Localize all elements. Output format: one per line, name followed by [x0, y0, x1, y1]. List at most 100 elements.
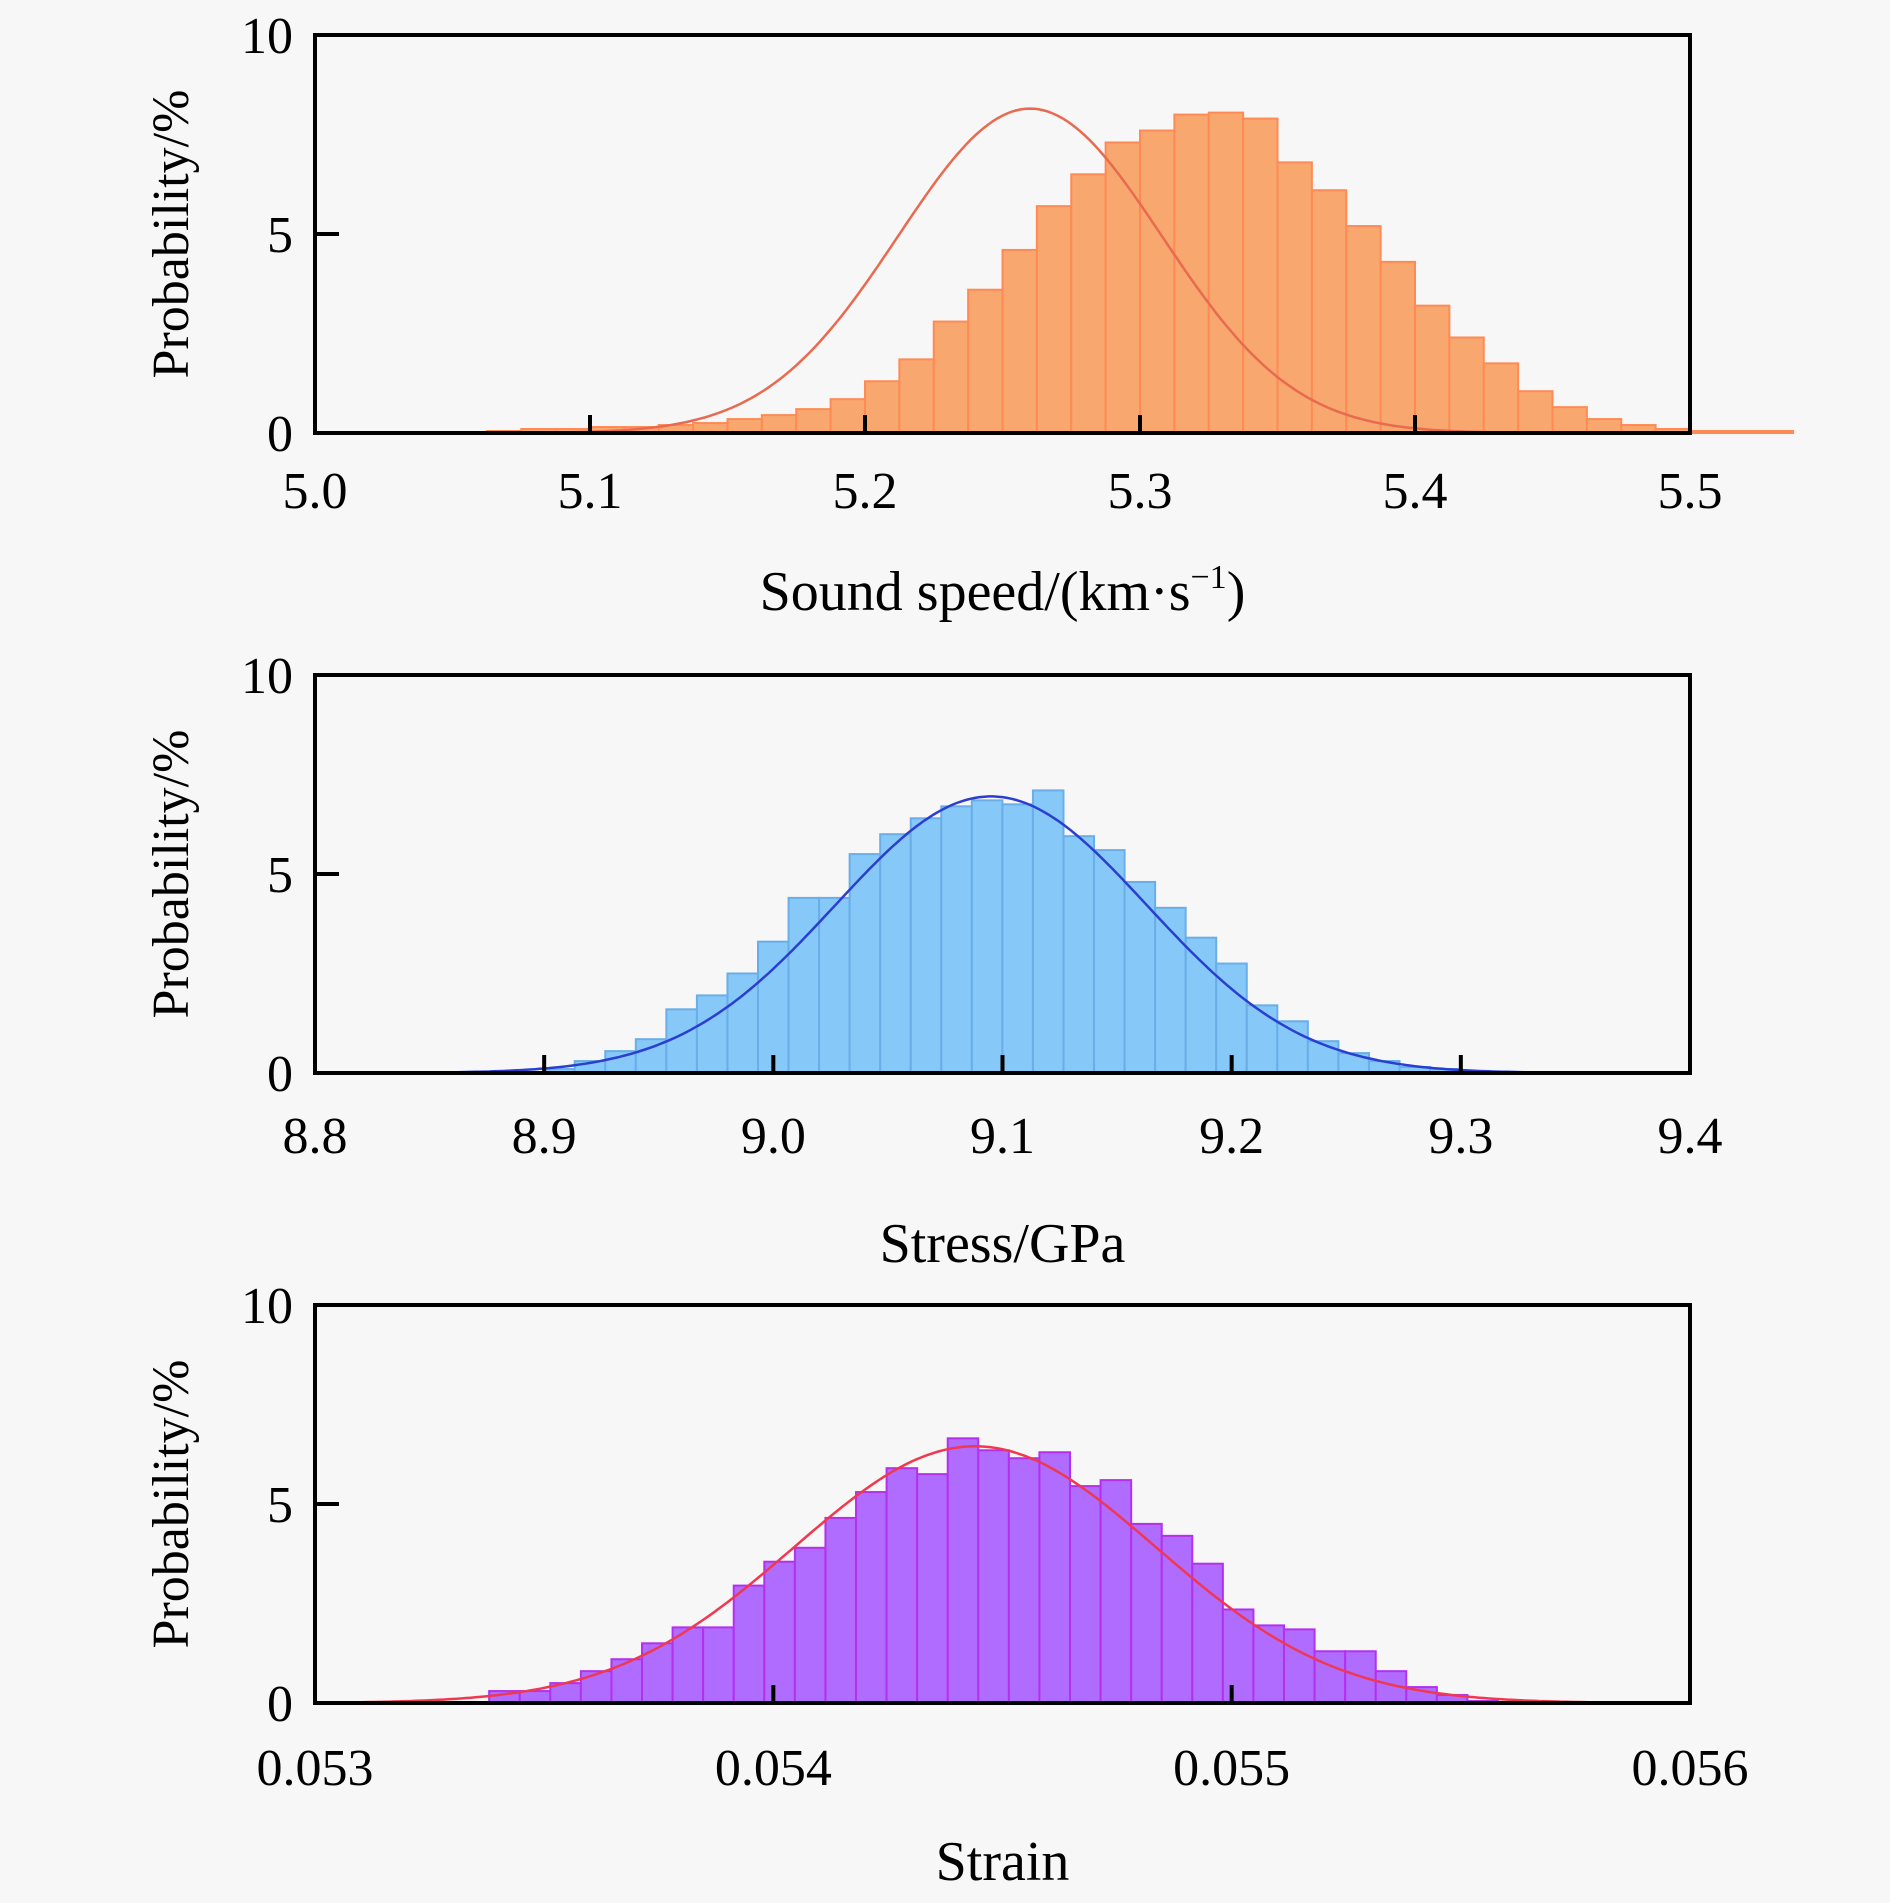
- y-tick-label: 10: [241, 648, 293, 705]
- panel-sound-speed: 5.0 5.1 5.2 5.3 5.4 5.5 0 5 10 Sound speed/(km·…: [143, 8, 1795, 623]
- histogram-bar: [1276, 1020, 1309, 1075]
- histogram-bar: [1069, 1485, 1102, 1704]
- histogram-bar: [967, 288, 1004, 434]
- x-tick-label: 5.2: [833, 463, 898, 520]
- histogram-bar: [909, 817, 943, 1075]
- histogram-bar: [977, 1449, 1010, 1705]
- histogram-bar: [1001, 248, 1038, 434]
- y-tick-label: 5: [267, 847, 293, 904]
- panel-stress: 8.8 8.9 9.0 9.1 9.2 9.3 9.4 0 5 10 Stress/GPa Pr…: [143, 648, 1723, 1275]
- histogram-bar: [1283, 1628, 1316, 1704]
- x-tick-label: 5.1: [558, 463, 623, 520]
- x-tick-label: 5.0: [283, 463, 348, 520]
- x-tick-label: 8.8: [283, 1108, 348, 1165]
- histogram-bar: [610, 1658, 644, 1704]
- histogram-bar: [1038, 1451, 1072, 1705]
- histogram-bar: [855, 1491, 888, 1705]
- x-tick-label: 5.5: [1658, 463, 1723, 520]
- histogram-bar: [1245, 1004, 1279, 1075]
- y-tick-label: 5: [267, 207, 293, 264]
- panel-strain: 0.053 0.054 0.055 0.056 0 5 10 Strain Probabi…: [143, 1278, 1749, 1893]
- histogram-bar: [824, 1516, 858, 1705]
- histogram-bar: [864, 380, 901, 435]
- histogram-bar: [1689, 430, 1726, 435]
- x-axis-title: Stress/GPa: [880, 1213, 1126, 1275]
- histogram-bar: [1585, 418, 1623, 435]
- histogram-bar: [1173, 113, 1210, 434]
- histogram-bar: [579, 1670, 613, 1705]
- histogram-bar: [795, 408, 832, 434]
- x-tick-label: 0.054: [715, 1740, 832, 1797]
- histogram-bar: [1757, 430, 1795, 435]
- histogram-bar: [1007, 1457, 1041, 1704]
- x-tick-label: 9.4: [1658, 1108, 1723, 1165]
- histogram-bar: [1139, 129, 1176, 435]
- histogram-bar: [1242, 117, 1279, 435]
- x-tick-label: 8.9: [512, 1108, 577, 1165]
- histogram-bars: [543, 789, 1462, 1075]
- x-ticks: 8.8 8.9 9.0 9.1 9.2 9.3 9.4: [283, 1055, 1723, 1165]
- y-ticks: 0 5 10: [241, 648, 339, 1103]
- histogram-bar: [1517, 390, 1554, 434]
- y-tick-label: 10: [241, 8, 293, 65]
- histogram-bar: [1160, 1534, 1194, 1704]
- histogram-bar: [665, 1008, 698, 1075]
- y-tick-label: 0: [267, 1676, 293, 1733]
- x-ticks: 5.0 5.1 5.2 5.3 5.4 5.5: [283, 415, 1723, 520]
- histogram-bar: [898, 358, 935, 434]
- histogram-bar: [885, 1467, 919, 1705]
- histogram-bar: [932, 320, 970, 434]
- histogram-bars: [488, 1437, 1500, 1705]
- histogram-bar: [1070, 173, 1107, 435]
- histogram-bar: [1104, 141, 1141, 435]
- histogram-bar: [1310, 189, 1348, 434]
- histogram-bar: [757, 940, 790, 1074]
- histogram-bar: [1207, 111, 1245, 435]
- histogram-bar: [1276, 161, 1313, 435]
- histogram-bar: [1306, 1040, 1340, 1075]
- histogram-bar: [946, 1437, 980, 1704]
- histogram-bar: [1448, 336, 1485, 435]
- superscript: −1: [1191, 559, 1227, 596]
- histogram-bar: [848, 853, 882, 1074]
- histogram-bar: [726, 972, 760, 1074]
- x-tick-label: 9.2: [1199, 1108, 1264, 1165]
- histogram-bar: [1001, 803, 1034, 1074]
- histogram-bar: [916, 1473, 949, 1705]
- histogram-bar: [760, 414, 798, 434]
- histogram-bar: [879, 833, 912, 1075]
- histogram-bar: [1252, 1624, 1286, 1705]
- y-axis-title: Probability/%: [143, 1360, 200, 1649]
- x-tick-label: 5.4: [1383, 463, 1448, 520]
- y-ticks: 0 5 10: [241, 1278, 339, 1733]
- histogram-bar: [1379, 260, 1416, 434]
- histogram-bar: [1184, 936, 1218, 1074]
- histogram-bar: [1130, 1522, 1163, 1705]
- histogram-bar: [1035, 205, 1073, 434]
- histogram-bar: [793, 1546, 827, 1705]
- histogram-bar: [1551, 406, 1588, 435]
- histogram-bar: [940, 805, 973, 1075]
- y-tick-label: 10: [241, 1278, 293, 1335]
- histogram-bar: [1154, 906, 1187, 1075]
- histogram-bars: [485, 111, 1795, 435]
- x-tick-label: 0.053: [257, 1740, 374, 1797]
- x-tick-label: 5.3: [1108, 463, 1173, 520]
- histogram-bar: [763, 1560, 796, 1704]
- histogram-bar: [970, 799, 1004, 1074]
- y-axis-title: Probability/%: [143, 730, 200, 1019]
- histogram-bar: [1031, 789, 1065, 1074]
- x-axis-title: Strain: [936, 1831, 1070, 1893]
- x-ticks: 0.053 0.054 0.055 0.056: [257, 1685, 1749, 1797]
- histogram-bar: [1191, 1562, 1224, 1704]
- histogram-bar: [695, 994, 729, 1075]
- histogram-bar: [1093, 849, 1126, 1074]
- histogram-bar: [829, 398, 866, 435]
- histogram-bar: [787, 896, 821, 1074]
- x-tick-label: 0.055: [1173, 1740, 1290, 1797]
- histogram-bar: [1345, 225, 1382, 434]
- histogram-bar: [1723, 430, 1760, 435]
- histogram-bar: [1123, 880, 1157, 1075]
- histogram-bar: [726, 418, 763, 435]
